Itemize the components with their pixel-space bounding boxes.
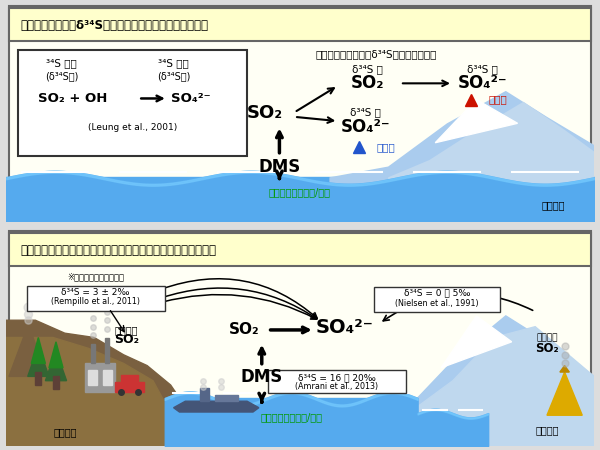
- FancyBboxPatch shape: [9, 233, 591, 266]
- Text: (Nielsen et al., 1991): (Nielsen et al., 1991): [395, 299, 479, 308]
- Polygon shape: [6, 338, 165, 446]
- Text: DMS: DMS: [258, 158, 301, 176]
- Text: SO₂: SO₂: [229, 323, 259, 338]
- Text: SO₄²⁻: SO₄²⁻: [341, 117, 391, 135]
- FancyBboxPatch shape: [9, 5, 591, 218]
- Polygon shape: [441, 316, 512, 368]
- FancyBboxPatch shape: [9, 230, 591, 443]
- Text: SO₂: SO₂: [114, 333, 139, 346]
- Polygon shape: [49, 342, 63, 368]
- Text: 輸送距離が長いほどδ³⁴S値が低くなる？: 輸送距離が長いほどδ³⁴S値が低くなる？: [316, 49, 437, 59]
- Text: ³⁴S 枯渇: ³⁴S 枯渇: [46, 58, 77, 68]
- Polygon shape: [46, 351, 67, 381]
- Polygon shape: [53, 376, 59, 389]
- Polygon shape: [121, 375, 139, 382]
- Text: SO₂: SO₂: [535, 342, 559, 355]
- Text: (Rempillo et al., 2011): (Rempillo et al., 2011): [51, 297, 140, 306]
- Text: ※氷期には人為排出なし: ※氷期には人為排出なし: [67, 273, 124, 282]
- Polygon shape: [31, 338, 46, 364]
- Polygon shape: [329, 91, 594, 220]
- Text: (δ³⁴S低): (δ³⁴S低): [45, 71, 79, 81]
- Text: SO₂: SO₂: [351, 74, 385, 92]
- Text: 植物プランクトン/藻類: 植物プランクトン/藻類: [260, 412, 322, 423]
- FancyBboxPatch shape: [18, 50, 247, 156]
- Text: 仮説２：南極に輸送される硫黄の起源の割合が変化した可能性: 仮説２：南極に輸送される硫黄の起源の割合が変化した可能性: [21, 243, 217, 256]
- Polygon shape: [388, 316, 594, 446]
- Text: (Leung et al., 2001): (Leung et al., 2001): [88, 123, 177, 132]
- Polygon shape: [547, 372, 582, 415]
- Polygon shape: [115, 382, 144, 392]
- Text: 植物プランクトン/藻類: 植物プランクトン/藻類: [269, 187, 331, 198]
- Text: 他の大陸: 他の大陸: [53, 428, 77, 437]
- Polygon shape: [28, 346, 49, 376]
- Text: δ³⁴S = 16 ～ 20‰: δ³⁴S = 16 ～ 20‰: [298, 373, 376, 382]
- Text: SO₄²⁻: SO₄²⁻: [457, 74, 507, 92]
- Polygon shape: [388, 102, 594, 220]
- Polygon shape: [35, 372, 41, 385]
- Text: δ³⁴S = 0 ～ 5‰: δ³⁴S = 0 ～ 5‰: [404, 289, 470, 298]
- Polygon shape: [215, 395, 238, 401]
- FancyBboxPatch shape: [26, 286, 165, 310]
- Text: ³⁴S 濃縮: ³⁴S 濃縮: [158, 58, 189, 68]
- Text: δ³⁴S 低: δ³⁴S 低: [352, 64, 383, 74]
- Text: δ³⁴S = 3 ± 2‰: δ³⁴S = 3 ± 2‰: [61, 288, 130, 297]
- Polygon shape: [105, 338, 109, 364]
- Polygon shape: [9, 324, 47, 376]
- Text: SO₂: SO₂: [247, 104, 283, 122]
- Text: DMS: DMS: [241, 369, 283, 387]
- Text: 南極大陸: 南極大陸: [541, 200, 565, 211]
- Text: 南極大陸: 南極大陸: [535, 425, 559, 436]
- Text: δ³⁴S 高: δ³⁴S 高: [350, 108, 381, 117]
- FancyBboxPatch shape: [373, 287, 500, 311]
- Text: SO₄²⁻: SO₄²⁻: [170, 92, 210, 105]
- Polygon shape: [173, 401, 259, 412]
- Text: 沿岸部: 沿岸部: [376, 142, 395, 152]
- Text: 仮説１：輸送中のδ³⁴S値の変化（同位体分別）の可能性: 仮説１：輸送中のδ³⁴S値の変化（同位体分別）の可能性: [21, 18, 209, 32]
- Text: (Amrani et al., 2013): (Amrani et al., 2013): [295, 382, 378, 391]
- Polygon shape: [103, 370, 112, 385]
- Polygon shape: [418, 327, 594, 446]
- FancyBboxPatch shape: [9, 8, 591, 41]
- Polygon shape: [560, 365, 569, 372]
- Polygon shape: [6, 320, 182, 446]
- Text: 内陸部: 内陸部: [488, 94, 507, 104]
- Text: SO₂ + OH: SO₂ + OH: [38, 92, 108, 105]
- Text: SO₄²⁻: SO₄²⁻: [315, 318, 373, 338]
- Polygon shape: [91, 344, 95, 364]
- Text: 人為排出: 人為排出: [115, 325, 138, 335]
- Text: δ³⁴S 低: δ³⁴S 低: [467, 64, 498, 74]
- Polygon shape: [85, 364, 115, 392]
- Text: 火山ガス: 火山ガス: [536, 333, 558, 342]
- Polygon shape: [88, 370, 97, 385]
- Text: (δ³⁴S高): (δ³⁴S高): [157, 71, 190, 81]
- Polygon shape: [200, 388, 209, 401]
- Polygon shape: [435, 99, 518, 143]
- FancyBboxPatch shape: [268, 370, 406, 392]
